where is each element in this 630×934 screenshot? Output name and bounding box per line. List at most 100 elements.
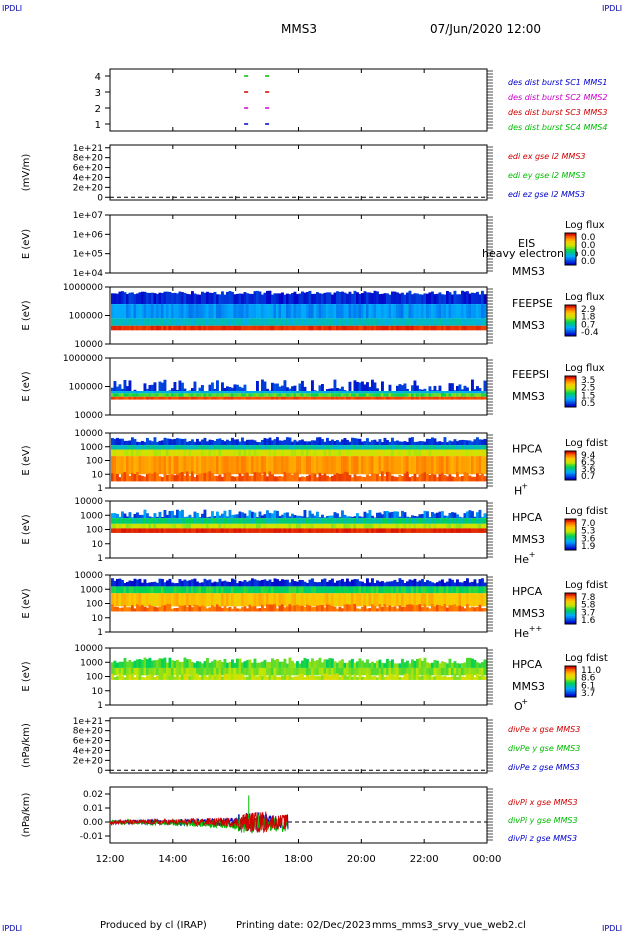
- spectrogram-cell: [438, 449, 442, 457]
- spectrogram-cell: [458, 391, 462, 394]
- spectrogram-cell: [328, 586, 332, 594]
- spectrogram-cell: [223, 387, 227, 392]
- spectrogram-cell: [481, 586, 484, 594]
- y-tick-label: 10: [92, 470, 104, 480]
- spectrogram-cell: [481, 662, 484, 668]
- spectrogram-cell: [313, 445, 317, 450]
- spectrogram-cell: [126, 518, 129, 524]
- spectrogram-cell: [171, 456, 174, 475]
- spectrogram-cell: [303, 518, 307, 524]
- spectrogram-cell: [291, 325, 294, 331]
- spectrogram-cell: [448, 676, 452, 680]
- spectrogram-cell: [318, 293, 322, 305]
- spectrogram-cell: [341, 456, 344, 475]
- spectrogram-cell: [356, 438, 359, 446]
- spectrogram-cell: [126, 391, 129, 394]
- spectrogram-cell: [198, 318, 202, 326]
- spectrogram-cell: [118, 528, 122, 533]
- spectrogram-cell: [226, 667, 229, 676]
- spectrogram-cell: [398, 528, 402, 533]
- spectrogram-cell: [246, 472, 249, 482]
- spectrogram-cell: [471, 658, 474, 668]
- spectrogram-cell: [268, 518, 272, 524]
- spectrogram-cell: [431, 318, 434, 326]
- spectrogram-cell: [276, 523, 279, 529]
- spectrogram-cell: [208, 384, 212, 392]
- spectrogram-cell: [311, 528, 314, 533]
- spectrogram-cell: [421, 523, 424, 529]
- spectrogram-cell: [318, 523, 322, 529]
- spectrogram-cell: [393, 528, 397, 533]
- spectrogram-cell: [481, 593, 484, 607]
- spectrogram-cell: [321, 456, 324, 475]
- spectrogram-cell: [181, 674, 184, 680]
- spectrogram-cell: [138, 593, 142, 607]
- spectrogram-cell: [136, 667, 139, 676]
- colorbar-cell: [565, 522, 576, 525]
- spectrogram-cell: [376, 393, 379, 397]
- spectrogram-cell: [263, 391, 267, 394]
- spectrogram-cell: [213, 456, 217, 475]
- spectrogram-cell: [236, 518, 239, 524]
- spectrogram-cell: [128, 528, 132, 533]
- spectrogram-cell: [416, 318, 419, 326]
- spectrogram-cell: [273, 445, 277, 450]
- spectrogram-cell: [448, 578, 452, 587]
- spectrogram-cell: [156, 516, 159, 519]
- spectrogram-cell: [461, 391, 464, 394]
- spectrogram-cell: [481, 439, 484, 446]
- spectrogram-cell: [191, 318, 194, 326]
- spectrogram-cell: [151, 396, 154, 400]
- spectrogram-cell: [218, 578, 222, 587]
- spectrogram-cell: [271, 393, 274, 397]
- spectrogram-cell: [391, 523, 394, 529]
- spectrogram-cell: [251, 393, 254, 397]
- spectrogram-cell: [471, 518, 474, 524]
- spectrogram-cell: [116, 456, 119, 475]
- spectrogram-cell: [231, 456, 234, 475]
- spectrogram-cell: [426, 396, 429, 400]
- spectrogram-cell: [173, 676, 177, 680]
- colorbar-cell: [565, 687, 576, 690]
- spectrogram-cell: [431, 445, 434, 450]
- spectrogram-cell: [141, 523, 144, 529]
- spectrogram-cell: [118, 523, 122, 529]
- spectrogram-cell: [283, 518, 287, 524]
- ion-charge-label: +: [521, 697, 528, 706]
- spectrogram-cell: [383, 667, 387, 676]
- spectrogram-cell: [178, 528, 182, 533]
- spectrogram-cell: [116, 318, 119, 326]
- spectrogram-cell: [191, 445, 194, 450]
- spectrogram-cell: [363, 476, 367, 482]
- spectrogram-cell: [431, 396, 434, 400]
- spectrogram-cell: [136, 604, 139, 612]
- spectrogram-cell: [398, 516, 402, 519]
- colorbar-tick-label: 11.0: [581, 666, 601, 676]
- spectrogram-cell: [441, 441, 444, 446]
- spectrogram-cell: [476, 607, 479, 612]
- spectrogram-cell: [293, 518, 297, 524]
- spectrogram-cell: [356, 292, 359, 305]
- spectrogram-cell: [166, 662, 169, 668]
- spectrogram-cell: [126, 528, 129, 533]
- spectrogram-cell: [401, 586, 404, 594]
- spectrogram-cell: [443, 445, 447, 450]
- spectrogram-cell: [136, 393, 139, 397]
- spectrogram-cell: [453, 325, 457, 331]
- spectrogram-cell: [263, 438, 267, 446]
- spectrogram-cell: [378, 512, 382, 519]
- spectrogram-cell: [353, 393, 357, 397]
- spectrogram-cell: [168, 390, 172, 392]
- spectrogram-cell: [463, 385, 467, 392]
- spectrogram-cell: [271, 604, 274, 612]
- footer-printing-date: Printing date: 02/Dec/2023: [236, 920, 372, 931]
- spectrogram-cell: [406, 581, 409, 587]
- spectrogram-cell: [371, 586, 374, 594]
- spectrogram-cell: [146, 523, 149, 529]
- spectrogram-cell: [268, 445, 272, 450]
- spectrogram-cell: [203, 667, 207, 676]
- spectrogram-cell: [433, 513, 437, 519]
- spectrogram-cell: [253, 445, 257, 450]
- spectrogram-cell: [441, 318, 444, 326]
- spectrogram-cell: [348, 523, 352, 529]
